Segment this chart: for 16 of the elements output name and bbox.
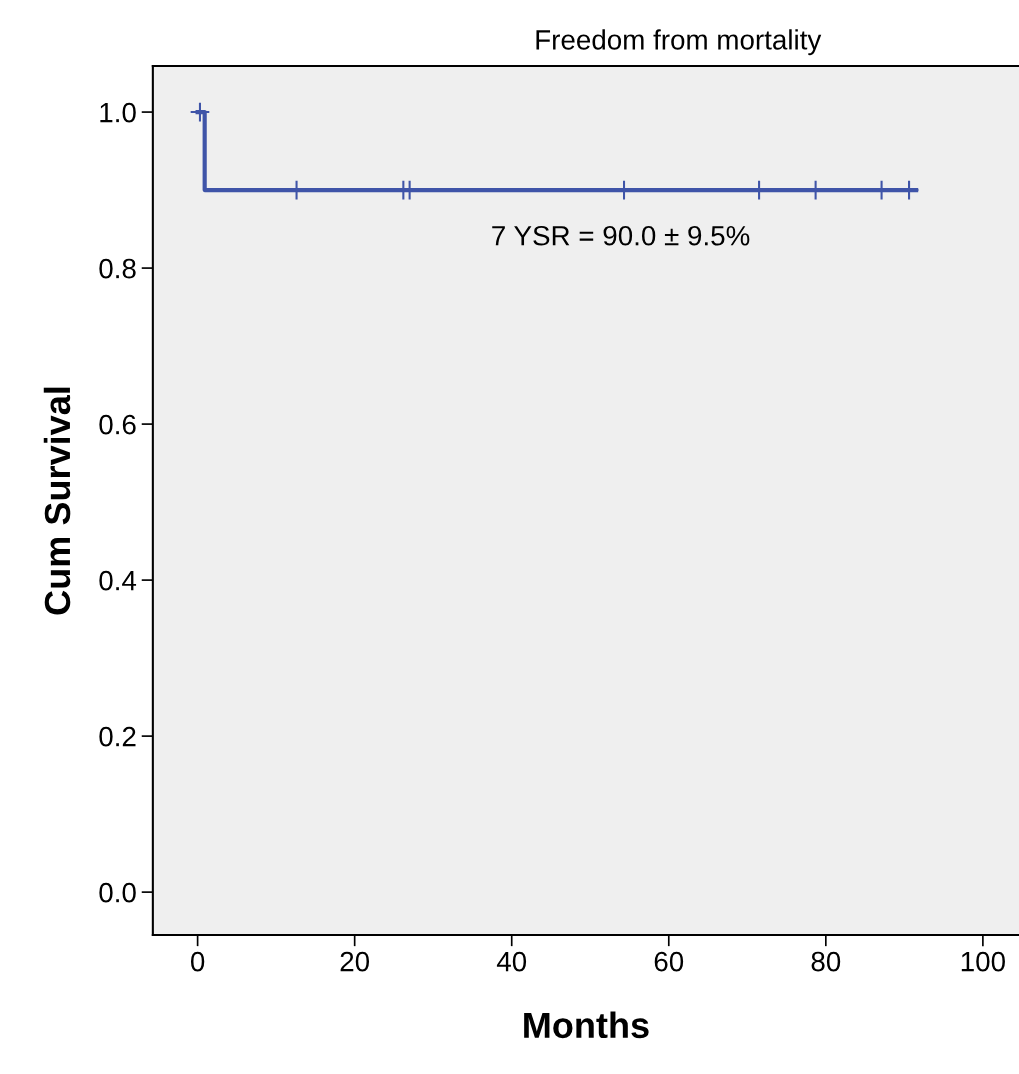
annotation: 7 YSR = 90.0 ± 9.5%: [492, 225, 750, 246]
y-tick-label: 0.6: [99, 414, 136, 435]
x-axis-title: Months: [524, 1011, 649, 1039]
x-tick-label: 60: [654, 951, 684, 972]
y-axis-title: Cum Survival: [43, 387, 71, 615]
y-tick-label: 0.4: [99, 570, 137, 591]
x-tick-label: 20: [340, 951, 370, 972]
y-tick-label: 0.8: [99, 258, 136, 279]
y-tick-label: 0.2: [99, 726, 136, 747]
y-tick-label: 0.0: [99, 882, 136, 903]
x-tick-label: 40: [496, 951, 527, 972]
x-tick-label: 80: [811, 951, 841, 972]
x-tick-label: 100: [961, 951, 1005, 972]
x-tick-label: 0: [190, 951, 205, 972]
y-tick-label: 1.0: [100, 102, 136, 123]
chart-title: Freedom from mortality: [536, 29, 822, 56]
